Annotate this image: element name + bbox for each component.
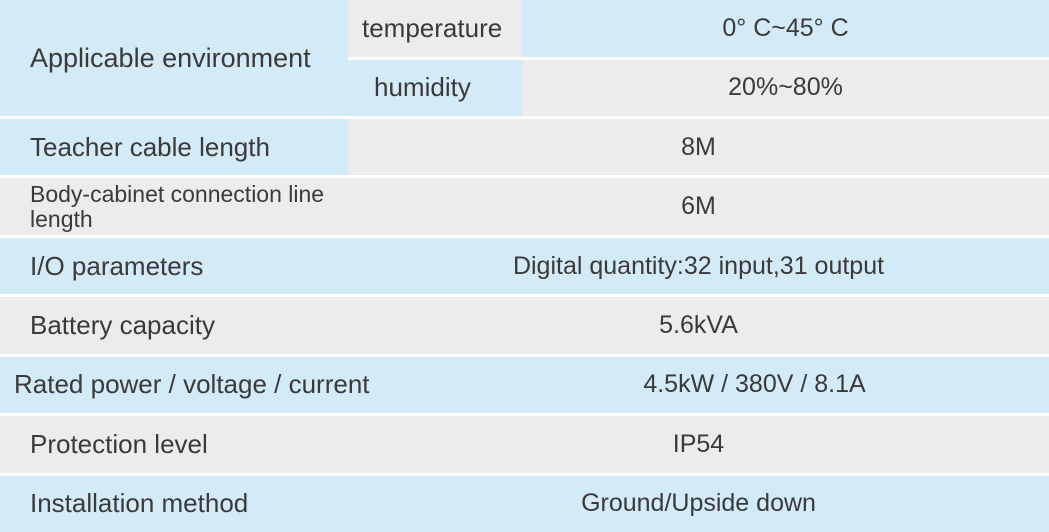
env-hum-value: 20%~80% <box>522 60 1049 117</box>
spec-row-label: Battery capacity <box>0 297 348 353</box>
env-temperature-row: temperature 0° C~45° C <box>348 0 1049 57</box>
env-label: Applicable environment <box>0 0 348 116</box>
spec-row: Rated power / voltage / current4.5kW / 3… <box>0 357 1049 413</box>
spec-table: Applicable environment temperature 0° C~… <box>0 0 1049 532</box>
spec-row-value: 5.6kVA <box>348 297 1049 353</box>
spec-row-value: Digital quantity:32 input,31 output <box>348 238 1049 294</box>
spec-row-label: Teacher cable length <box>0 119 348 175</box>
env-temp-value: 0° C~45° C <box>522 0 1049 57</box>
env-label-text: Applicable environment <box>30 43 311 74</box>
spec-row: Protection levelIP54 <box>0 416 1049 472</box>
env-group: Applicable environment temperature 0° C~… <box>0 0 1049 116</box>
spec-row-label: Body-cabinet connection line length <box>0 178 348 234</box>
spec-row-value: 6M <box>348 178 1049 234</box>
spec-rows: Teacher cable length8MBody-cabinet conne… <box>0 119 1049 532</box>
spec-row-value: 8M <box>348 119 1049 175</box>
env-hum-label: humidity <box>348 60 522 117</box>
spec-row-label: Rated power / voltage / current <box>0 357 460 413</box>
env-temp-label: temperature <box>348 0 522 57</box>
spec-row-label: I/O parameters <box>0 238 348 294</box>
spec-row: Body-cabinet connection line length6M <box>0 178 1049 234</box>
spec-row-value: IP54 <box>348 416 1049 472</box>
spec-row-label: Protection level <box>0 416 348 472</box>
spec-row: Battery capacity5.6kVA <box>0 297 1049 353</box>
spec-row: Installation methodGround/Upside down <box>0 476 1049 532</box>
spec-row-value: Ground/Upside down <box>348 476 1049 532</box>
spec-row: I/O parametersDigital quantity:32 input,… <box>0 238 1049 294</box>
spec-row-label: Installation method <box>0 476 348 532</box>
spec-row-value: 4.5kW / 380V / 8.1A <box>460 357 1049 413</box>
env-humidity-row: humidity 20%~80% <box>348 60 1049 117</box>
spec-row: Teacher cable length8M <box>0 119 1049 175</box>
